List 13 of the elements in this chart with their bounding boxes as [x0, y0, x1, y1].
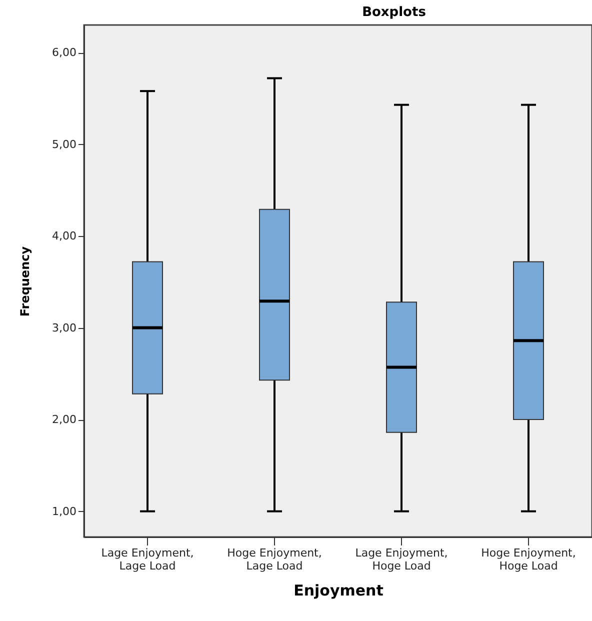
x-tick-label: Hoge Enjoyment, Hoge Load — [481, 546, 576, 572]
chart-title: Boxplots — [362, 5, 426, 20]
x-tick-label: Lage Enjoyment, Lage Load — [101, 546, 194, 572]
y-tick-label: 6,00 — [52, 46, 76, 60]
y-tick-label: 3,00 — [52, 321, 76, 334]
y-tick-label: 5,00 — [52, 138, 76, 151]
x-tick-label: Hoge Enjoyment, Lage Load — [227, 546, 322, 572]
y-tick-label: 1,00 — [52, 504, 76, 518]
x-tick-label: Lage Enjoyment, Hoge Load — [355, 546, 448, 572]
y-tick-label: 4,00 — [52, 230, 76, 243]
y-tick-label: 2,00 — [52, 413, 76, 426]
y-axis-title: Frequency — [18, 246, 32, 317]
x-axis-title: Enjoyment — [294, 582, 384, 600]
